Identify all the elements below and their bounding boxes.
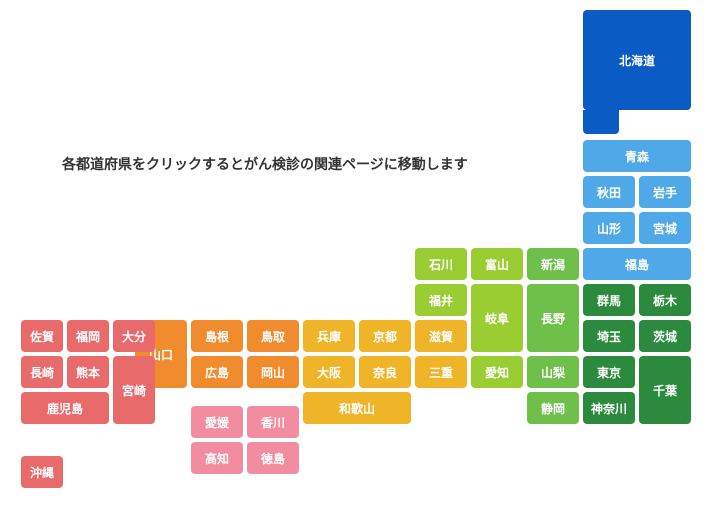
pref-chiba[interactable]: 千葉 [639, 356, 691, 424]
pref-label: 静岡 [541, 400, 565, 417]
pref-label: 京都 [373, 328, 397, 345]
pref-label: 福島 [625, 256, 649, 273]
pref-kochi[interactable]: 高知 [191, 442, 243, 474]
pref-ehime[interactable]: 愛媛 [191, 406, 243, 438]
pref-fukuoka[interactable]: 福岡 [67, 320, 109, 352]
pref-label: 和歌山 [339, 400, 375, 417]
pref-label: 石川 [429, 256, 453, 273]
pref-tokushima[interactable]: 徳島 [247, 442, 299, 474]
pref-label: 千葉 [653, 382, 677, 399]
pref-label: 鹿児島 [47, 400, 83, 417]
pref-fukui[interactable]: 福井 [415, 284, 467, 316]
pref-label: 神奈川 [591, 400, 627, 417]
pref-shizuoka[interactable]: 静岡 [527, 392, 579, 424]
pref-hiroshima[interactable]: 広島 [191, 356, 243, 388]
pref-label: 秋田 [597, 184, 621, 201]
pref-label: 熊本 [76, 364, 100, 381]
pref-ibaraki[interactable]: 茨城 [639, 320, 691, 352]
pref-label: 沖縄 [30, 464, 54, 481]
pref-label: 徳島 [261, 450, 285, 467]
pref-label: 大阪 [317, 364, 341, 381]
pref-label: 宮崎 [122, 382, 146, 399]
pref-miyagi[interactable]: 宮城 [639, 212, 691, 244]
pref-label: 三重 [429, 364, 453, 381]
pref-fukushima[interactable]: 福島 [583, 248, 691, 280]
pref-label: 兵庫 [317, 328, 341, 345]
pref-akita[interactable]: 秋田 [583, 176, 635, 208]
pref-iwate[interactable]: 岩手 [639, 176, 691, 208]
hokkaido-notch [583, 110, 619, 134]
pref-kagawa[interactable]: 香川 [247, 406, 299, 438]
pref-label: 新潟 [541, 256, 565, 273]
pref-label: 東京 [597, 364, 621, 381]
pref-toyama[interactable]: 富山 [471, 248, 523, 280]
pref-shiga[interactable]: 滋賀 [415, 320, 467, 352]
pref-saitama[interactable]: 埼玉 [583, 320, 635, 352]
pref-label: 岡山 [261, 364, 285, 381]
pref-label: 山梨 [541, 364, 565, 381]
pref-aichi[interactable]: 愛知 [471, 356, 523, 388]
pref-label: 山形 [597, 220, 621, 237]
pref-nagasaki[interactable]: 長崎 [21, 356, 63, 388]
pref-nara[interactable]: 奈良 [359, 356, 411, 388]
pref-label: 島根 [205, 328, 229, 345]
pref-label: 大分 [122, 328, 146, 345]
pref-gifu[interactable]: 岐阜 [471, 284, 523, 352]
pref-label: 栃木 [653, 292, 677, 309]
pref-label: 宮城 [653, 220, 677, 237]
pref-kyoto[interactable]: 京都 [359, 320, 411, 352]
pref-label: 愛媛 [205, 414, 229, 431]
pref-label: 広島 [205, 364, 229, 381]
pref-label: 群馬 [597, 292, 621, 309]
pref-okinawa[interactable]: 沖縄 [21, 456, 63, 488]
pref-label: 鳥取 [261, 328, 285, 345]
pref-tokyo[interactable]: 東京 [583, 356, 635, 388]
pref-label: 茨城 [653, 328, 677, 345]
pref-miyazaki[interactable]: 宮崎 [113, 356, 155, 424]
pref-label: 福井 [429, 292, 453, 309]
pref-label: 岩手 [653, 184, 677, 201]
pref-label: 香川 [261, 414, 285, 431]
pref-label: 愛知 [485, 364, 509, 381]
pref-kanagawa[interactable]: 神奈川 [583, 392, 635, 424]
pref-label: 北海道 [619, 52, 655, 69]
pref-ishikawa[interactable]: 石川 [415, 248, 467, 280]
pref-kumamoto[interactable]: 熊本 [67, 356, 109, 388]
pref-kagoshima[interactable]: 鹿児島 [21, 392, 109, 424]
pref-yamanashi[interactable]: 山梨 [527, 356, 579, 388]
pref-label: 福岡 [76, 328, 100, 345]
instruction-text: 各都道府県をクリックするとがん検診の関連ページに移動します [62, 154, 468, 174]
pref-oita[interactable]: 大分 [113, 320, 155, 352]
pref-label: 奈良 [373, 364, 397, 381]
pref-nagano[interactable]: 長野 [527, 284, 579, 352]
pref-gunma[interactable]: 群馬 [583, 284, 635, 316]
pref-label: 青森 [625, 148, 649, 165]
pref-yamagata[interactable]: 山形 [583, 212, 635, 244]
pref-shimane[interactable]: 島根 [191, 320, 243, 352]
pref-label: 滋賀 [429, 328, 453, 345]
pref-hokkaido[interactable]: 北海道 [583, 10, 691, 110]
pref-niigata[interactable]: 新潟 [527, 248, 579, 280]
pref-aomori[interactable]: 青森 [583, 140, 691, 172]
pref-label: 高知 [205, 450, 229, 467]
pref-label: 岐阜 [485, 310, 509, 327]
pref-label: 長野 [541, 310, 565, 327]
pref-label: 佐賀 [30, 328, 54, 345]
pref-tochigi[interactable]: 栃木 [639, 284, 691, 316]
pref-wakayama[interactable]: 和歌山 [303, 392, 411, 424]
pref-osaka[interactable]: 大阪 [303, 356, 355, 388]
pref-label: 埼玉 [597, 328, 621, 345]
pref-tottori[interactable]: 鳥取 [247, 320, 299, 352]
pref-label: 富山 [485, 256, 509, 273]
pref-label: 長崎 [30, 364, 54, 381]
pref-okayama[interactable]: 岡山 [247, 356, 299, 388]
pref-saga[interactable]: 佐賀 [21, 320, 63, 352]
pref-mie[interactable]: 三重 [415, 356, 467, 388]
pref-hyogo[interactable]: 兵庫 [303, 320, 355, 352]
